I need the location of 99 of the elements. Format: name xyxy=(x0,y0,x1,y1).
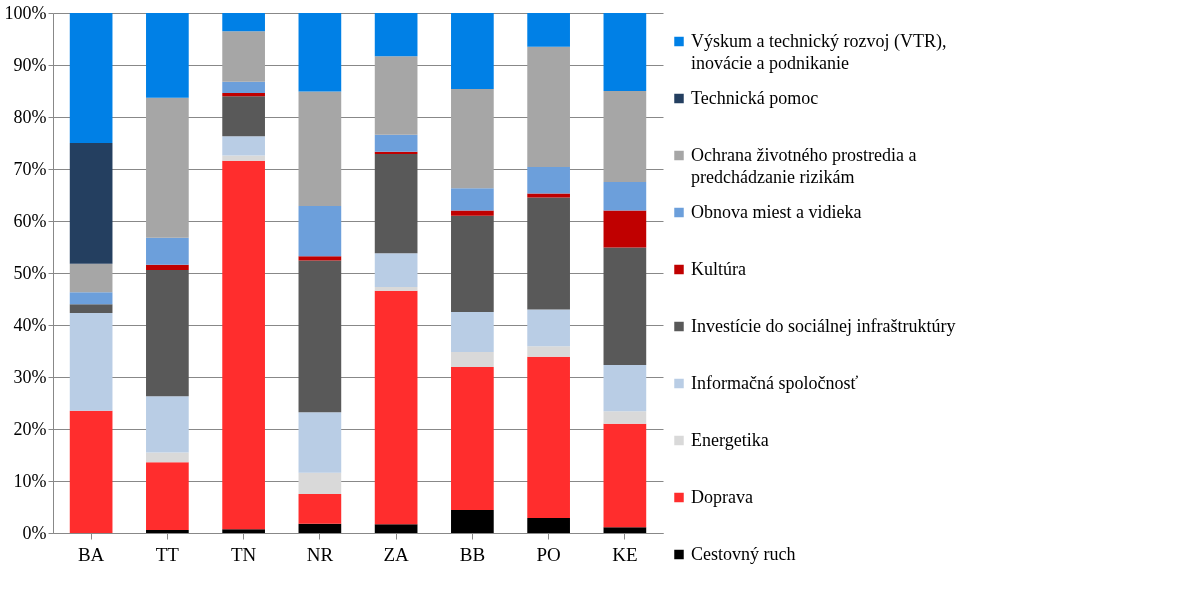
bar xyxy=(527,197,570,310)
bar xyxy=(603,182,647,211)
bar xyxy=(69,292,113,305)
legend-label: Kultúra xyxy=(691,258,746,279)
x-tick-label: BB xyxy=(459,543,486,565)
y-tick-label: 100% xyxy=(4,2,47,23)
bar xyxy=(451,312,494,353)
legend-label: Technická pomoc xyxy=(691,87,819,108)
bar xyxy=(527,346,570,357)
y-tick-label: 80% xyxy=(13,106,47,127)
legend-label: Obnova miest a vidieka xyxy=(691,201,862,222)
bar xyxy=(146,396,189,453)
bar xyxy=(298,205,342,257)
bar xyxy=(374,134,418,152)
bar xyxy=(69,143,113,264)
bar xyxy=(146,237,189,265)
x-tick-label: PO xyxy=(536,543,561,565)
bar xyxy=(222,81,265,94)
bar xyxy=(146,269,189,397)
bar xyxy=(451,215,494,312)
x-tick-label: TN xyxy=(230,543,257,565)
bar xyxy=(603,411,647,424)
bar xyxy=(527,46,570,167)
bar xyxy=(374,56,418,135)
bar xyxy=(374,13,418,57)
bar xyxy=(146,264,189,270)
bar xyxy=(222,96,265,137)
y-tick-label: 10% xyxy=(13,470,47,491)
bar xyxy=(451,88,494,189)
legend-label: Investície do sociálnej infraštruktúry xyxy=(691,315,956,336)
bar xyxy=(298,13,342,92)
legend-label: Výskum a technický rozvoj (VTR), inovácie a podnikanie xyxy=(691,30,947,73)
bar xyxy=(374,290,418,525)
bar xyxy=(603,527,647,533)
bar xyxy=(298,494,342,524)
bar xyxy=(603,210,647,248)
bar xyxy=(527,309,570,347)
bar xyxy=(222,136,265,156)
y-tick-label: 90% xyxy=(13,54,47,75)
x-tick-label: NR xyxy=(306,543,334,565)
bar xyxy=(69,304,113,314)
bar xyxy=(222,93,265,97)
x-tick-label: ZA xyxy=(383,543,410,565)
bar xyxy=(374,151,418,154)
legend-label: Energetika xyxy=(691,429,769,450)
bar xyxy=(69,13,113,143)
bar xyxy=(451,188,494,211)
bar xyxy=(146,462,189,530)
bar xyxy=(222,529,265,533)
bar xyxy=(298,256,342,261)
y-tick-label: 40% xyxy=(13,314,47,335)
bar xyxy=(603,13,647,91)
bar xyxy=(374,287,418,291)
bar xyxy=(298,472,342,494)
bar xyxy=(603,247,647,366)
bar xyxy=(298,523,342,533)
y-tick-label: 70% xyxy=(13,158,47,179)
legend-label: Informačná spoločnosť xyxy=(691,372,859,393)
x-tick-label: KE xyxy=(612,543,638,565)
bar xyxy=(451,367,494,511)
bar xyxy=(146,13,189,98)
bar xyxy=(527,166,570,194)
bar xyxy=(374,153,418,254)
y-tick-label: 0% xyxy=(22,522,47,543)
bar xyxy=(527,517,570,533)
y-tick-label: 20% xyxy=(13,418,47,439)
bar xyxy=(298,260,342,413)
bar xyxy=(451,510,494,533)
bar xyxy=(603,91,647,182)
bar xyxy=(222,160,265,530)
bar xyxy=(527,13,570,47)
y-tick-label: 30% xyxy=(13,366,47,387)
legend-label: Cestovný ruch xyxy=(691,543,796,564)
bar xyxy=(146,529,189,533)
bar xyxy=(146,97,189,238)
bar xyxy=(527,356,570,518)
bar xyxy=(69,410,113,533)
bar xyxy=(298,91,342,206)
bar xyxy=(298,412,342,473)
y-tick-label: 50% xyxy=(13,262,47,283)
legend-label: Ochrana životného prostredia a predchádzanie rizikám xyxy=(691,144,917,187)
bar xyxy=(451,210,494,216)
bar xyxy=(374,524,418,533)
x-tick-label: BA xyxy=(77,543,105,565)
legend-label: Doprava xyxy=(691,486,753,507)
x-tick-label: TT xyxy=(155,543,180,565)
bar xyxy=(146,452,189,463)
bar xyxy=(222,31,265,82)
bar xyxy=(222,155,265,161)
y-tick-label: 60% xyxy=(13,210,47,231)
bar xyxy=(69,263,113,293)
bar xyxy=(603,365,647,412)
bar xyxy=(527,193,570,198)
bar xyxy=(451,13,494,89)
bar xyxy=(374,253,418,288)
bar xyxy=(603,423,647,528)
bar xyxy=(69,313,113,411)
bar xyxy=(222,13,265,32)
bar xyxy=(451,352,494,368)
